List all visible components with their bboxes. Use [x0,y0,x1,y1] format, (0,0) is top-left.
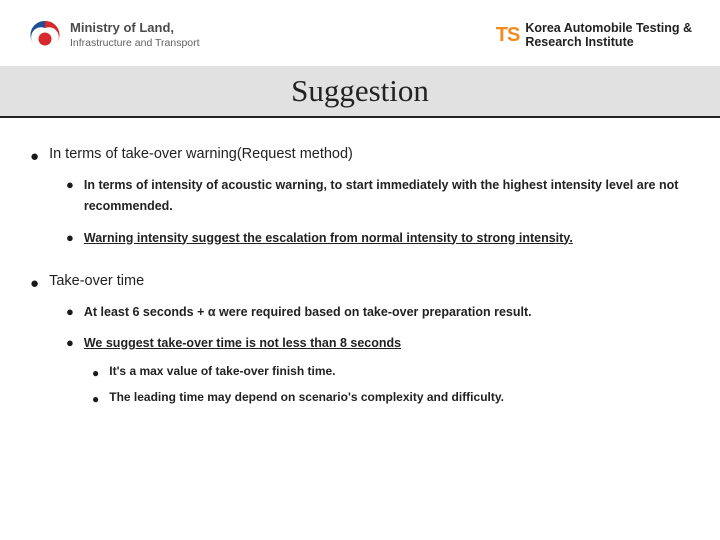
ministry-subtitle: Infrastructure and Transport [70,37,200,50]
header: Ministry of Land, Infrastructure and Tra… [0,0,720,66]
sec2-sub-1: It's a max value of take-over finish tim… [109,364,335,378]
list-item: ● At least 6 seconds + α were required b… [66,302,690,323]
logo-left: Ministry of Land, Infrastructure and Tra… [28,18,200,52]
institute-line2: Research Institute [525,35,692,49]
institute-line1: Korea Automobile Testing & [525,21,692,35]
bullet-icon: ● [30,146,39,167]
sec1-bullet-2: Warning intensity suggest the escalation… [84,228,573,249]
page-title: Suggestion [291,73,429,109]
title-bar: Suggestion [0,66,720,118]
sec1-bullet-1: In terms of intensity of acoustic warnin… [84,175,690,218]
bullet-icon: ● [66,175,74,195]
section-1-head-text: In terms of take-over warning(Request me… [49,146,353,162]
list-item: ● We suggest take-over time is not less … [66,333,690,354]
section-2-head-text: Take-over time [49,273,144,289]
ministry-logo-icon [28,18,62,52]
section-1-head: ● In terms of take-over warning(Request … [30,146,690,167]
sec2-bullet-1: At least 6 seconds + α were required bas… [84,302,532,323]
list-item: ● In terms of intensity of acoustic warn… [66,175,690,218]
institute-text: Korea Automobile Testing & Research Inst… [525,21,692,50]
content: ● In terms of take-over warning(Request … [0,118,720,408]
ministry-logo-text: Ministry of Land, Infrastructure and Tra… [70,20,200,49]
bullet-icon: ● [30,273,39,294]
bullet-icon: ● [92,390,99,408]
list-item: ● Warning intensity suggest the escalati… [66,228,690,249]
list-item: ● The leading time may depend on scenari… [92,390,690,408]
ministry-title: Ministry of Land, [70,20,200,36]
bullet-icon: ● [66,228,74,248]
bullet-icon: ● [92,364,99,382]
bullet-icon: ● [66,302,74,322]
sec2-sub-2: The leading time may depend on scenario'… [109,390,504,404]
section-2-head: ● Take-over time [30,273,690,294]
logo-right: TS Korea Automobile Testing & Research I… [496,21,692,50]
list-item: ● It's a max value of take-over finish t… [92,364,690,382]
ts-logo-icon: TS [496,24,520,47]
bullet-icon: ● [66,333,74,353]
sec2-bullet-2: We suggest take-over time is not less th… [84,333,401,354]
